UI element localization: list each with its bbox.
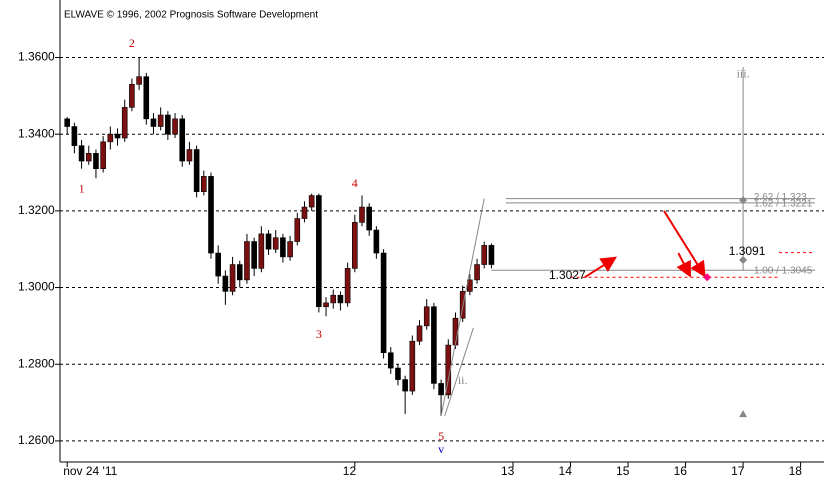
candle-body [129,84,135,108]
marker [703,273,712,282]
annotation: 1.3091 [729,244,766,258]
x-tick-label: 15 [616,464,630,478]
x-tick-label: 14 [559,464,573,478]
y-tick-label: 1.3400 [18,126,55,140]
x-tick-label: nov 24 '11 [63,464,117,478]
marker [739,410,748,418]
candle-body [244,241,250,281]
arrow [663,210,706,278]
annotation: iii. [737,67,750,81]
annotation: 1.00 / 1.3045 [754,266,813,277]
annotation: v [438,442,444,456]
candle-body [380,252,387,354]
candle-body [100,141,106,169]
candle-body [373,229,380,254]
candle-body [488,245,495,265]
y-tick-label: 1.2800 [18,356,55,370]
candle-body [157,114,164,127]
candle-body [215,252,221,277]
candle-body [71,126,78,146]
x-tick-label: 18 [789,464,803,478]
candle-body [186,149,193,162]
candle-body [301,206,308,219]
candle-body [107,133,114,143]
candle-body [121,107,128,139]
candle-body [431,306,437,384]
candle-body [172,118,178,135]
annotation: 1.62 / 1.3221 [754,199,813,210]
candle-body [258,233,265,269]
annotation: ii. [458,373,468,387]
level-line [440,198,485,417]
candle-body [323,302,329,308]
candle-body [402,379,408,392]
candle-body [150,118,157,127]
x-tick-label: 12 [343,464,357,478]
y-tick-label: 1.3000 [18,280,55,294]
annotation: 4 [352,176,358,190]
candle-body [201,176,207,193]
candle-body [93,153,99,169]
x-tick-label: 13 [501,464,515,478]
candle-body [251,241,257,269]
candle-body [143,76,150,120]
candle-body [423,306,430,327]
annotation: 1 [79,182,85,196]
candle-body [330,294,337,304]
candle-body [114,133,121,139]
candle-body [352,222,358,269]
candle-body [416,325,423,342]
candle-body [474,264,480,281]
annotation: 3 [316,327,322,341]
candle-body [265,233,272,250]
annotation: 2.62 / 1.323 [754,192,807,203]
candle-body [78,145,85,162]
x-tick-label: 16 [674,464,688,478]
candle-body [337,294,344,304]
candle-body [445,344,452,396]
candle-body [409,340,416,392]
y-tick-label: 1.3200 [18,203,55,217]
candle-body [387,352,394,369]
y-tick-label: 1.2600 [18,433,55,447]
candle-body [136,76,142,85]
candle-body [165,114,171,135]
candle-body [208,176,214,254]
candle-body [366,206,372,231]
candle-body [359,206,365,223]
annotation: 1.3027 [549,268,586,282]
candle-body [64,118,70,127]
chart-title: ELWAVE © 1996, 2002 Prognosis Software D… [64,10,318,21]
arrow [676,252,691,278]
candle-body [308,195,315,208]
annotation: 2 [129,36,135,50]
candle-body [481,245,488,265]
marker [739,196,748,205]
candle-body [287,241,293,258]
candle-body [85,153,92,162]
candle-body [179,118,186,162]
annotation: 5 [438,429,444,443]
candle-body [229,264,236,292]
candle-body [272,237,279,250]
candle-body [344,268,351,304]
level-line [444,327,474,417]
x-tick-label: 17 [731,464,745,478]
arrow [584,256,618,279]
candle-body [438,383,444,396]
candle-body [316,195,322,308]
candle-body [222,275,229,292]
y-tick-label: 1.3600 [18,50,55,64]
candle-body [280,237,286,258]
candle-body [193,149,200,193]
candle-body [236,264,243,281]
marker [739,255,748,264]
candle-body [294,218,301,242]
candle-body [395,367,401,380]
